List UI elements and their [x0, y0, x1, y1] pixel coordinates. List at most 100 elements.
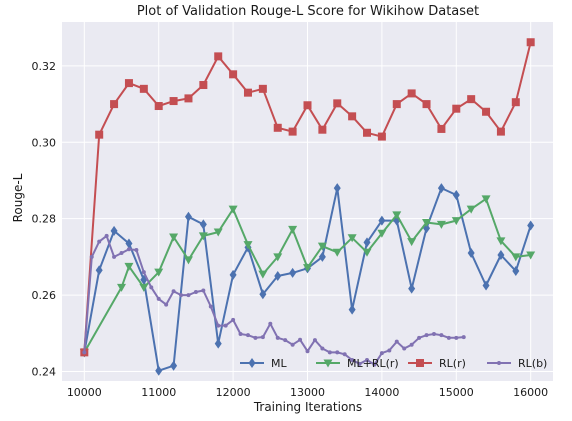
y-tick-label: 0.32 — [32, 60, 57, 73]
data-point — [298, 338, 302, 342]
data-point — [408, 89, 416, 97]
data-point — [348, 112, 356, 120]
data-point — [425, 333, 429, 337]
data-point — [261, 335, 265, 339]
x-tick-label: 16000 — [513, 386, 548, 399]
x-tick-label: 13000 — [290, 386, 325, 399]
data-point — [112, 255, 116, 259]
data-point — [497, 128, 505, 136]
x-tick-label: 15000 — [439, 386, 474, 399]
data-point — [343, 352, 347, 356]
data-point — [395, 340, 399, 344]
data-point — [439, 333, 443, 337]
data-point — [164, 303, 168, 307]
data-point — [105, 234, 109, 238]
data-point — [333, 99, 341, 107]
y-tick-label: 0.30 — [32, 136, 57, 149]
x-tick-label: 10000 — [67, 386, 102, 399]
x-tick-label: 14000 — [364, 386, 399, 399]
data-point — [97, 240, 101, 244]
data-point — [283, 338, 287, 342]
data-point — [452, 105, 460, 113]
data-point — [214, 52, 222, 60]
y-tick-label: 0.24 — [32, 365, 57, 378]
data-point — [134, 248, 138, 252]
data-point — [229, 70, 237, 78]
data-point — [125, 79, 133, 87]
data-point — [149, 285, 153, 289]
data-point — [410, 343, 414, 347]
data-point — [253, 336, 257, 340]
x-axis-ticks: 10000 11000 12000 13000 14000 15000 16000 — [67, 386, 548, 399]
data-point — [402, 347, 406, 351]
data-point — [318, 126, 326, 134]
data-point — [462, 335, 466, 339]
data-point — [231, 318, 235, 322]
data-point — [184, 94, 192, 102]
data-point — [512, 98, 520, 106]
x-tick-label: 12000 — [216, 386, 251, 399]
y-tick-label: 0.26 — [32, 289, 57, 302]
data-point — [110, 100, 118, 108]
data-point — [304, 101, 312, 109]
data-point — [527, 38, 535, 46]
data-point — [201, 288, 205, 292]
data-point — [447, 336, 451, 340]
data-point — [142, 270, 146, 274]
data-point — [186, 293, 190, 297]
data-point — [417, 336, 421, 340]
data-point — [268, 322, 272, 326]
y-axis-ticks: 0.24 0.26 0.28 0.30 0.32 — [32, 60, 57, 379]
data-point — [276, 336, 280, 340]
legend-marker — [497, 361, 501, 365]
data-point — [313, 338, 317, 342]
data-point — [216, 324, 220, 328]
data-point — [95, 131, 103, 139]
data-point — [335, 350, 339, 354]
data-point — [170, 97, 178, 105]
data-point — [140, 85, 148, 93]
data-point — [244, 89, 252, 97]
data-point — [328, 350, 332, 354]
data-point — [289, 128, 297, 136]
data-point — [380, 351, 384, 355]
data-point — [209, 305, 213, 309]
y-tick-label: 0.28 — [32, 213, 57, 226]
legend-label: RL(b) — [518, 357, 547, 370]
data-point — [467, 95, 475, 103]
data-point — [194, 290, 198, 294]
data-point — [291, 343, 295, 347]
chart-title: Plot of Validation Rouge-L Score for Wik… — [137, 4, 479, 19]
data-point — [259, 85, 267, 93]
data-point — [306, 349, 310, 353]
data-point — [378, 133, 386, 141]
data-point — [120, 251, 124, 255]
data-point — [482, 108, 490, 116]
data-point — [224, 324, 228, 328]
data-point — [82, 350, 86, 354]
data-point — [437, 125, 445, 133]
data-point — [454, 336, 458, 340]
data-point — [320, 347, 324, 351]
legend-label: ML — [271, 357, 287, 370]
x-tick-label: 11000 — [141, 386, 176, 399]
data-point — [127, 247, 131, 251]
legend-label: ML+RL(r) — [347, 357, 399, 370]
legend-marker — [416, 359, 424, 367]
legend-label: RL(r) — [439, 357, 466, 370]
data-point — [432, 332, 436, 336]
data-point — [172, 289, 176, 293]
x-axis-label: Training Iterations — [253, 400, 362, 414]
data-point — [274, 124, 282, 132]
data-point — [90, 255, 94, 259]
data-point — [179, 293, 183, 297]
data-point — [157, 297, 161, 301]
data-point — [387, 348, 391, 352]
y-axis-label: Rouge-L — [11, 173, 25, 222]
data-point — [199, 81, 207, 89]
data-point — [155, 102, 163, 110]
data-point — [393, 100, 401, 108]
data-point — [363, 129, 371, 137]
data-point — [239, 332, 243, 336]
